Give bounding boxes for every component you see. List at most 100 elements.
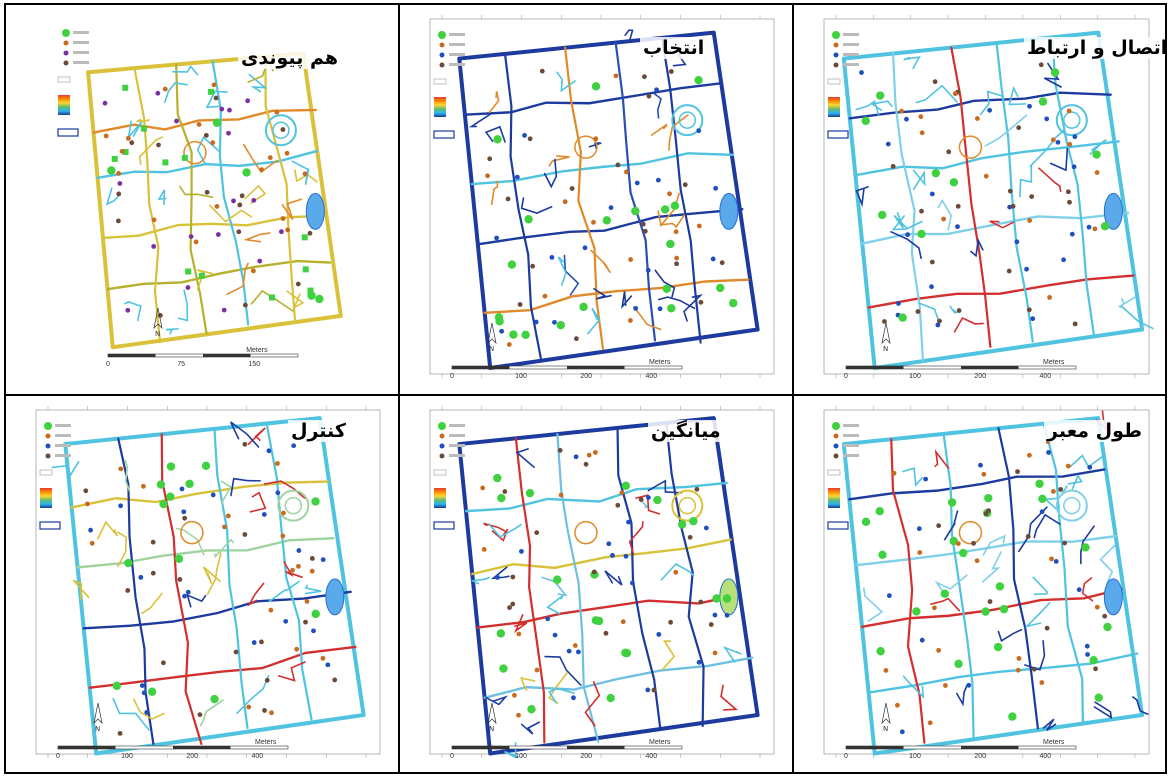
- poi-marker: [895, 702, 900, 708]
- alley-segment: [890, 231, 922, 260]
- pond: [1103, 192, 1123, 230]
- poi-marker: [116, 171, 122, 176]
- alley-segment: [248, 73, 268, 93]
- poi-marker: [280, 127, 286, 132]
- poi-marker: [673, 229, 679, 235]
- alley-segment: [584, 681, 601, 727]
- pond: [325, 578, 345, 616]
- poi-marker: [251, 640, 257, 645]
- scale-label: 400: [646, 373, 658, 380]
- poi-marker: [949, 178, 959, 187]
- poi-marker: [242, 532, 248, 537]
- poi-marker: [1050, 68, 1060, 77]
- legend-symbol: [44, 422, 52, 430]
- poi-marker: [634, 180, 640, 186]
- alley-segment: [286, 290, 305, 310]
- pond: [305, 192, 325, 230]
- alley-segment: [937, 199, 953, 231]
- poi-marker: [628, 257, 633, 262]
- legend-label-bar: [449, 444, 465, 447]
- poi-marker: [1102, 613, 1108, 619]
- legend-swatch: [57, 76, 71, 83]
- poi-marker: [242, 302, 248, 308]
- poi-marker: [197, 712, 203, 718]
- poi-marker: [937, 318, 942, 324]
- scale-unit: Meters: [1043, 739, 1065, 746]
- poi-marker: [613, 73, 619, 79]
- alley-segment: [1019, 165, 1033, 198]
- poi-marker: [495, 574, 500, 580]
- poi-marker: [221, 307, 227, 313]
- poi-marker: [266, 448, 272, 454]
- poi-marker: [572, 643, 578, 648]
- alley-segment: [1099, 544, 1116, 585]
- poi-marker: [225, 513, 231, 519]
- poi-marker: [1072, 321, 1078, 327]
- poi-marker: [912, 607, 921, 616]
- alley-segment: [519, 677, 536, 691]
- poi-marker: [931, 168, 941, 178]
- alley-segment: [164, 82, 188, 103]
- poi-marker: [673, 569, 679, 575]
- alley-segment: [1029, 129, 1065, 167]
- alley-segment: [186, 593, 207, 608]
- poi-marker: [983, 173, 989, 179]
- north-arrow-icon: [881, 702, 891, 725]
- alley-segment: [72, 579, 90, 601]
- poi-marker: [181, 154, 188, 161]
- alley-segment: [490, 180, 499, 206]
- street-segment: [175, 63, 208, 335]
- map-neatline: [429, 409, 775, 755]
- scale-bar-segment: [173, 746, 231, 749]
- poi-marker: [1087, 464, 1093, 470]
- poi-marker: [309, 568, 315, 574]
- poi-marker: [885, 141, 891, 147]
- poi-marker: [929, 191, 935, 197]
- legend-label-bar: [73, 51, 89, 54]
- poi-marker: [1092, 150, 1101, 159]
- legend-label-bar: [55, 434, 71, 437]
- poi-marker: [562, 199, 568, 205]
- alley-segment: [1089, 139, 1107, 155]
- alley-segment: [979, 90, 1003, 116]
- scale-label: 100: [909, 753, 921, 760]
- legend-symbol: [833, 433, 839, 439]
- map-neatline: [35, 409, 381, 755]
- poi-marker: [122, 148, 129, 155]
- scale-label: 0: [844, 753, 848, 760]
- poi-marker: [233, 649, 239, 655]
- alley-segment: [220, 480, 232, 505]
- alley-segment: [628, 521, 644, 556]
- poi-marker: [1086, 224, 1092, 230]
- poi-marker: [285, 227, 291, 233]
- alley-segment: [1068, 454, 1104, 469]
- poi-marker: [919, 208, 924, 214]
- poi-marker: [899, 729, 905, 735]
- poi-marker: [1014, 239, 1020, 245]
- panel-title: اتصال و ارتباط: [1024, 37, 1165, 59]
- poi-marker: [630, 580, 635, 586]
- alley-segment: [953, 316, 984, 333]
- poi-marker: [656, 632, 662, 637]
- alley-segment: [563, 254, 580, 296]
- alley-segment: [660, 563, 695, 581]
- alley-segment: [277, 661, 306, 682]
- poi-marker: [591, 569, 597, 575]
- alley-segment: [485, 695, 509, 706]
- alley-segment: [918, 302, 940, 325]
- poi-marker: [496, 629, 506, 638]
- poi-marker: [621, 481, 631, 491]
- poi-marker: [499, 664, 508, 673]
- alley-segment: [157, 189, 167, 206]
- poi-marker: [1008, 712, 1017, 721]
- poi-marker: [275, 461, 280, 466]
- north-arrow-icon: [881, 322, 891, 345]
- alley-segment: [720, 684, 739, 711]
- alley-segment: [294, 169, 318, 183]
- poi-marker: [651, 687, 657, 693]
- street-segment: [106, 259, 332, 291]
- alley-segment: [541, 576, 568, 597]
- poi-marker: [1067, 141, 1073, 147]
- poi-marker: [904, 116, 909, 122]
- poi-marker: [210, 492, 216, 498]
